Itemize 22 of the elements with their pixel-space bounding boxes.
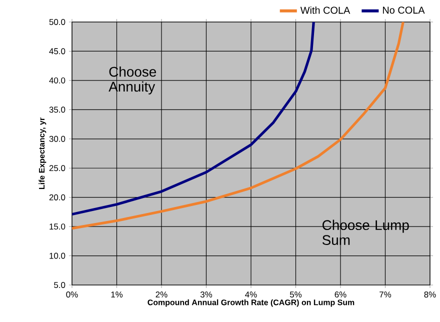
y-tick-label: 50.0 [49, 19, 66, 25]
y-tick-label: 20.0 [49, 194, 66, 200]
x-tick-label: 1% [111, 292, 123, 298]
x-tick-label: 4% [245, 292, 257, 298]
y-tick-label: 15.0 [50, 224, 66, 230]
x-tick-label: 5% [290, 292, 302, 298]
y-tick-label: 30.0 [49, 136, 66, 142]
x-tick-label: 8% [424, 292, 436, 298]
x-tick-label: 7% [380, 292, 392, 298]
legend-label: No COLA [382, 6, 425, 14]
y-tick-label: 5.0 [54, 282, 66, 288]
y-tick-label: 35.0 [49, 106, 66, 113]
x-tick-label: 0% [66, 292, 78, 298]
x-tick-label: 2% [156, 292, 168, 298]
y-tick-label: 25.0 [49, 165, 66, 172]
x-tick-label: 6% [334, 292, 346, 298]
y-tick-label: 40.0 [49, 77, 66, 84]
line-series [72, 22, 315, 216]
y-tick-label: 10.0 [50, 252, 66, 259]
x-tick-label: 3% [200, 292, 212, 298]
y-tick-label: 45.0 [49, 48, 66, 54]
legend-label: With COLA [300, 6, 350, 14]
